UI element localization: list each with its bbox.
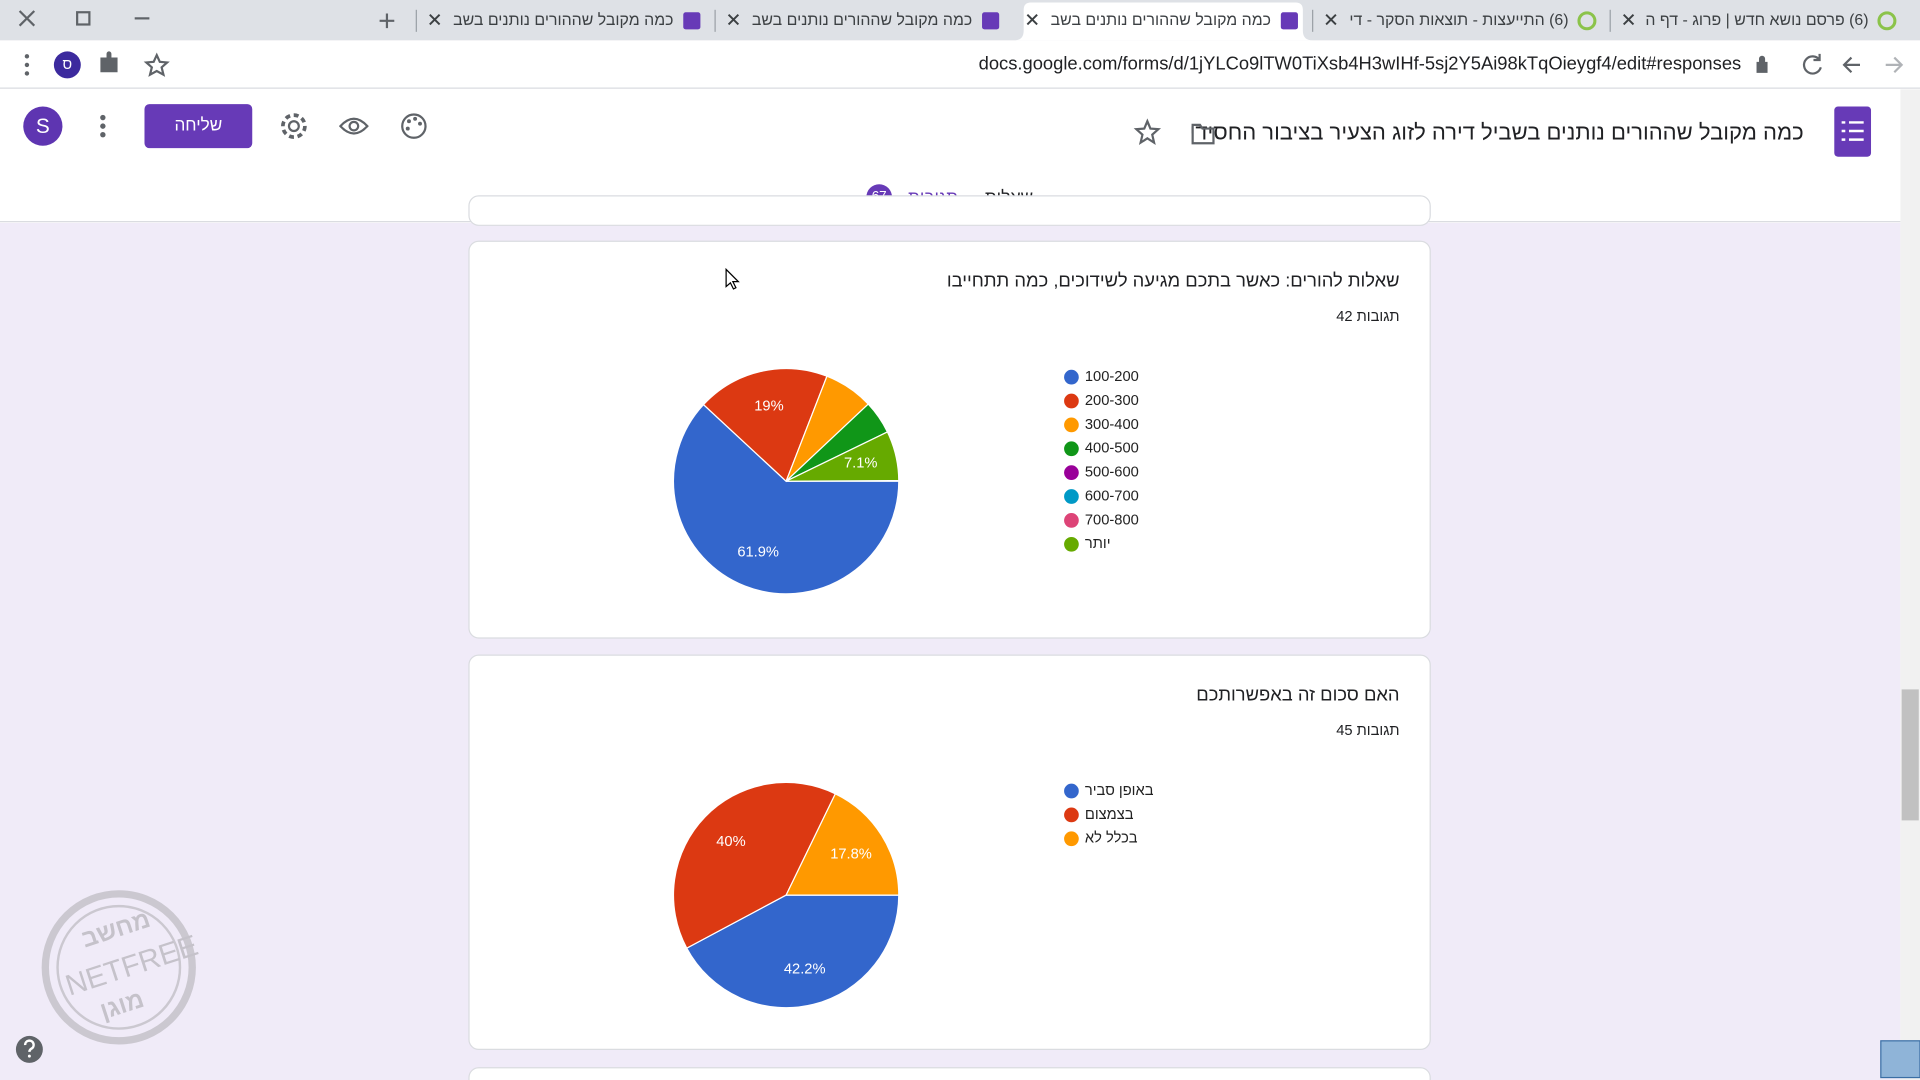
- legend-swatch: [1064, 369, 1079, 385]
- tab-title[interactable]: כמה מקובל שההורים נותנים בשב: [1051, 11, 1271, 29]
- send-label: שליחה: [174, 115, 222, 135]
- profile-letter: ס: [63, 57, 73, 73]
- tab-favicon: [1280, 12, 1298, 30]
- legend-swatch: [1064, 489, 1079, 504]
- tab-close[interactable]: [727, 14, 740, 26]
- more-button[interactable]: [100, 114, 106, 138]
- legend-swatch: [1064, 441, 1079, 457]
- chart-card: האם סכום זה באפשרותכם 45 תגובות 42.2% 40% 17…: [468, 654, 1431, 1050]
- folder-button[interactable]: [1191, 123, 1215, 145]
- legend-label: באופן סביר: [1085, 783, 1154, 799]
- settings-button[interactable]: [281, 113, 307, 139]
- legend-label: יותר: [1085, 536, 1111, 552]
- legend-label: 200-300: [1085, 393, 1139, 409]
- slice-label: 42.2%: [784, 961, 826, 977]
- slice-label: 17.8%: [830, 846, 872, 862]
- legend-swatch: [1064, 536, 1079, 552]
- scrollbar-thumb[interactable]: [1901, 689, 1919, 821]
- new-tab-button[interactable]: [379, 13, 395, 29]
- legend-label: 100-200: [1085, 369, 1139, 385]
- active-tab[interactable]: [1013, 2, 1313, 41]
- legend-label: 700-800: [1085, 512, 1139, 528]
- pie-slice: [702, 367, 828, 483]
- tab-favicon: [982, 12, 1000, 30]
- extensions-button[interactable]: [100, 51, 118, 73]
- pie-slice: [785, 431, 900, 482]
- tab-close[interactable]: [1622, 14, 1635, 26]
- chart-card: שאלות להורים: כאשר בתכם מגיעה לשידוכים, …: [468, 240, 1431, 639]
- legend-swatch: [1064, 783, 1079, 799]
- window-controls[interactable]: [18, 10, 150, 27]
- profile-icon[interactable]: [53, 51, 81, 79]
- preview-button[interactable]: [338, 117, 369, 135]
- card: [468, 240, 1431, 639]
- slice-label: 19%: [754, 398, 783, 414]
- pie-slice: [785, 792, 900, 896]
- taskbar-icon[interactable]: [1880, 1040, 1920, 1079]
- card: [468, 654, 1431, 1050]
- send-button[interactable]: [144, 104, 253, 149]
- forms-logo-lines: [1841, 121, 1864, 141]
- pie-slice: [672, 403, 900, 595]
- tab-title[interactable]: (6) התייעצות - תוצאות הסקר - די: [1349, 12, 1568, 29]
- legend-label: בכלל לא: [1085, 830, 1138, 847]
- chart-title: האם סכום זה באפשרותכם: [1196, 683, 1399, 704]
- legend-swatch: [1064, 417, 1079, 433]
- slice-label: 7.1%: [844, 456, 877, 472]
- tab-title[interactable]: כמה מקובל שההורים נותנים בשב: [752, 11, 972, 29]
- chart-subtitle: 45 תגובות: [1336, 723, 1399, 739]
- bookmark-button[interactable]: [143, 52, 170, 77]
- tab-favicon: [1877, 11, 1897, 31]
- pie-slice: [685, 894, 900, 1009]
- legend-label: 400-500: [1085, 441, 1139, 457]
- card: [468, 1067, 1431, 1080]
- tab-strip: [0, 0, 1920, 41]
- help-icon: [23, 1039, 35, 1052]
- tab-close[interactable]: [429, 14, 441, 26]
- tab-title[interactable]: כמה מקובל שההורים נותנים בשב: [453, 11, 673, 29]
- help-icon-dot: [27, 1054, 31, 1058]
- avatar-letter: S: [36, 115, 50, 138]
- tab-favicon: [1577, 11, 1597, 31]
- legend-swatch: [1064, 513, 1079, 528]
- legend-label: 300-400: [1085, 417, 1139, 433]
- reload-button[interactable]: [1802, 53, 1822, 75]
- legend-swatch: [1064, 465, 1079, 480]
- tab-close[interactable]: [1026, 14, 1038, 26]
- mouse-cursor: [725, 267, 740, 290]
- legend-label: בצמצום: [1085, 807, 1134, 823]
- legend-swatch: [1064, 807, 1079, 823]
- form-title[interactable]: כמה מקובל שההורים נותנים בשביל דירה לזוג…: [1190, 119, 1804, 144]
- card: [468, 195, 1431, 226]
- scrollbar[interactable]: [1900, 89, 1920, 1080]
- theme-button[interactable]: [401, 113, 427, 139]
- legend-label: 600-700: [1085, 488, 1139, 504]
- account-avatar[interactable]: [23, 106, 63, 146]
- slice-label: 61.9%: [737, 544, 779, 560]
- star-button[interactable]: [1133, 118, 1162, 146]
- legend-label: 500-600: [1085, 465, 1139, 481]
- chart-subtitle: 42 תגובות: [1336, 309, 1399, 325]
- url[interactable]: docs.google.com/forms/d/1jYLCo9lTW0TiXsb…: [979, 53, 1742, 74]
- lock-icon: [1756, 55, 1768, 73]
- back-button[interactable]: [1842, 56, 1860, 74]
- toolbar: [0, 40, 1920, 89]
- forward-button[interactable]: [1885, 56, 1904, 74]
- legend-swatch: [1064, 831, 1079, 847]
- menu-button[interactable]: [24, 54, 30, 76]
- slice-label: 40%: [716, 834, 745, 850]
- tab-title[interactable]: (6) פרסם נושא חדש | פרוג - דף ה: [1645, 12, 1868, 29]
- tab-favicon: [683, 12, 701, 30]
- tab-close[interactable]: [1325, 14, 1337, 26]
- pie-slice: [672, 781, 837, 949]
- chart-title: שאלות להורים: כאשר בתכם מגיעה לשידוכים, …: [947, 269, 1400, 290]
- legend-swatch: [1064, 393, 1079, 409]
